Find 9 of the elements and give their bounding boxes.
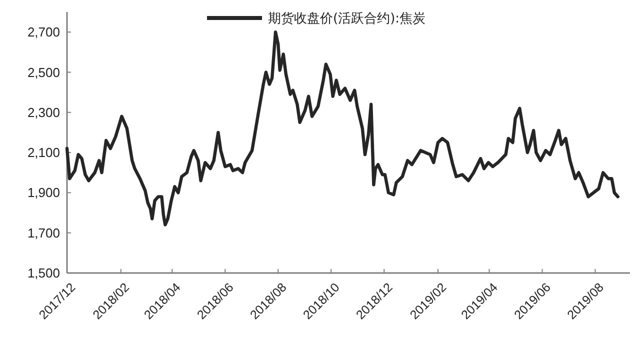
y-tick-label: 1,900 xyxy=(27,185,60,200)
line-series xyxy=(65,30,620,226)
y-tick-label: 2,300 xyxy=(27,104,60,120)
y-tick-label: 2,700 xyxy=(27,24,60,40)
y-tick-label: 1,500 xyxy=(27,266,60,281)
y-tick-label: 2,100 xyxy=(27,145,60,160)
y-tick-label: 2,500 xyxy=(27,64,60,80)
y-tick-label: 1,700 xyxy=(27,225,60,240)
legend-label: 期货收盘价(活跃合约):焦炭 xyxy=(268,12,426,27)
